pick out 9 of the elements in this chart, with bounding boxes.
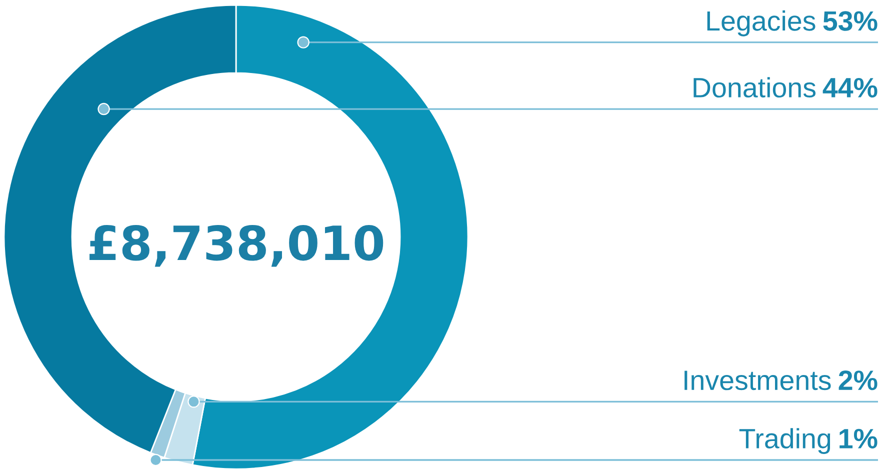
data-label: 53% (823, 11, 878, 31)
data-label: 1% (840, 428, 878, 448)
slice-label: Investments (684, 370, 831, 390)
slice-label: Trading (739, 428, 830, 454)
slice-label: Legacies (707, 10, 816, 36)
text: £8,738,010 (90, 224, 384, 267)
data-label: 44% (822, 78, 878, 98)
data-label: 2% (838, 370, 878, 390)
slice-label: Donations (694, 77, 816, 98)
